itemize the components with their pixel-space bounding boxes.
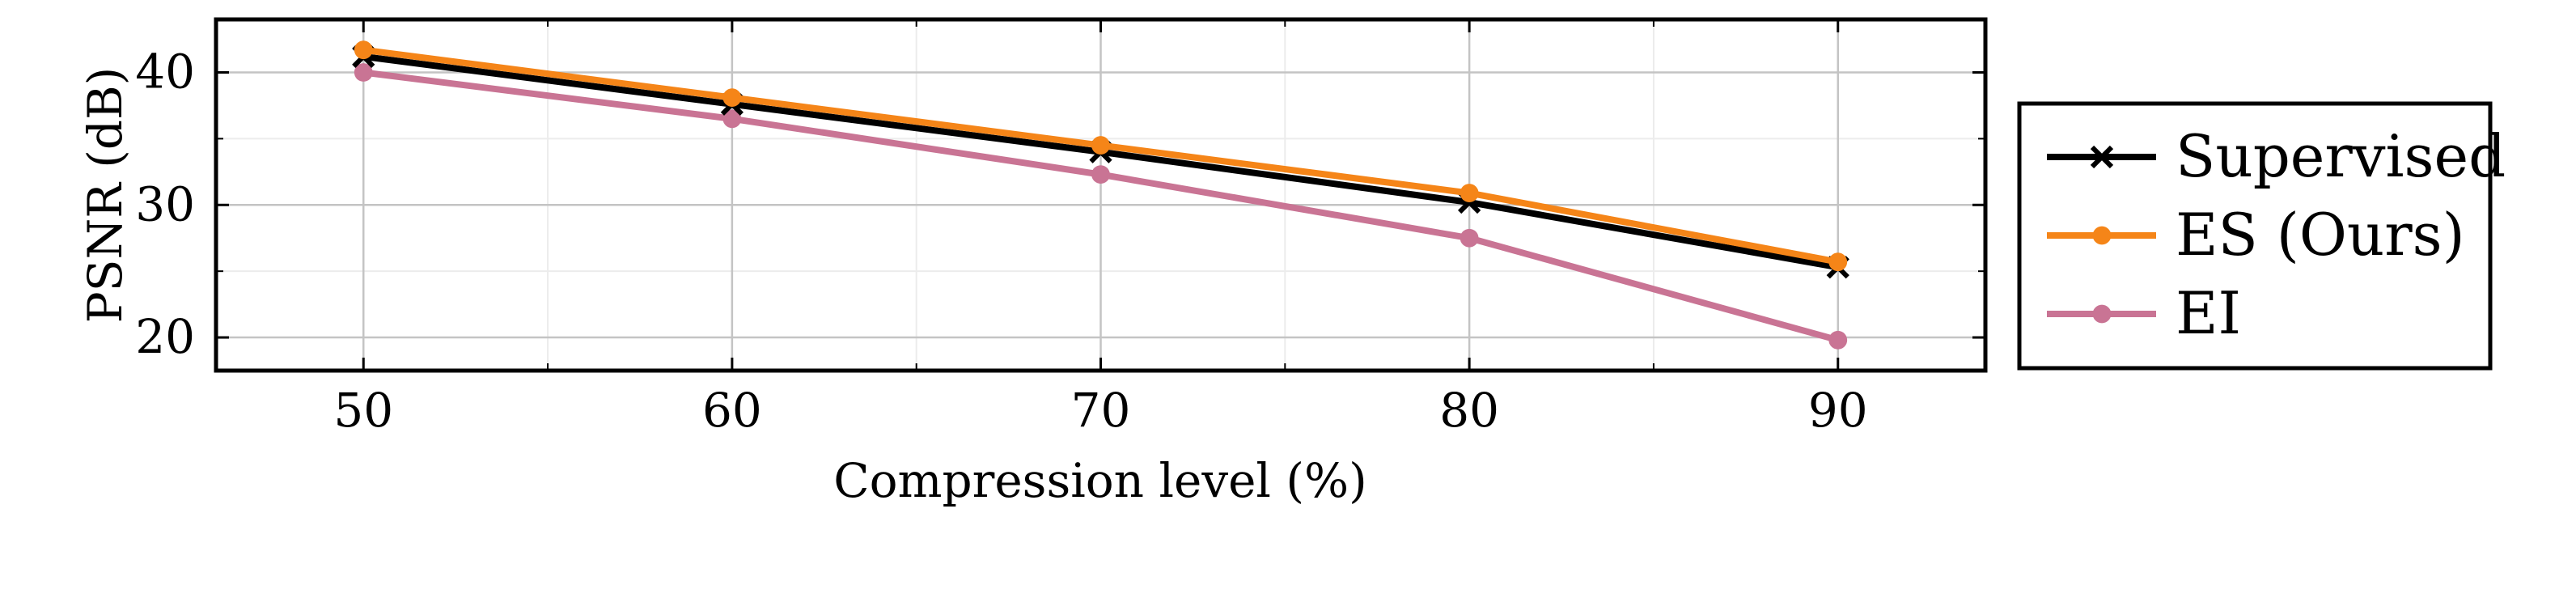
y-tick-label: 30 [135,176,195,231]
legend-marker [2090,145,2114,169]
legend-entry-ei: EI [2047,279,2241,347]
data-point-ei [1460,228,1479,248]
data-point-es-ours [1460,184,1479,202]
y-axis-label: PSNR (dB) [78,67,133,324]
legend-marker [2092,304,2112,324]
legend-label: EI [2176,279,2241,347]
legend: Supervised ES (Ours) EI [2017,101,2506,371]
marker-stroke [2090,145,2114,169]
data-point-es-ours [722,88,742,108]
data-point-es-ours [1828,252,1848,272]
data-point-ei [1091,165,1110,184]
series-layer [352,40,1849,350]
x-tick-label: 50 [333,383,393,438]
legend-entry-es-ours: ES (Ours) [2047,201,2465,269]
x-tick-label: 80 [1439,383,1499,438]
y-tick-label: 40 [135,45,195,100]
data-point-ei [1828,330,1848,350]
legend-marker [2092,226,2112,245]
data-point-ei [354,63,373,82]
data-point-es-ours [354,40,373,60]
x-tick-label: 90 [1808,383,1868,438]
data-point-es-ours [1091,136,1110,155]
legend-label: ES (Ours) [2176,201,2465,269]
x-tick-label: 70 [1071,383,1131,438]
tick-layer: 50 60 70 80 90 20 30 40 [135,19,1985,438]
data-point-ei [722,109,742,129]
x-axis-label: Compression level (%) [833,453,1367,508]
x-tick-label: 60 [702,383,762,438]
legend-label: Supervised [2176,122,2506,190]
y-tick-label: 20 [135,309,195,364]
legend-entry-supervised: Supervised [2047,122,2506,190]
